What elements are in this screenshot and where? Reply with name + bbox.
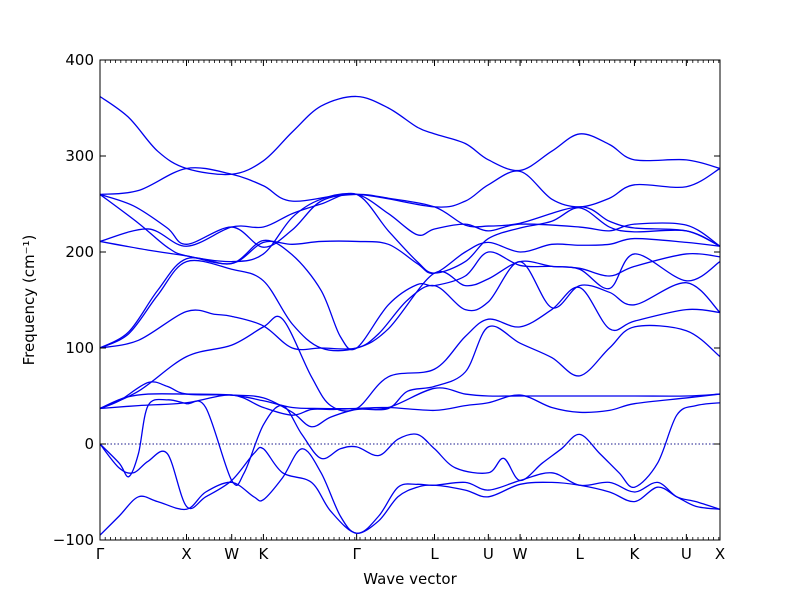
band-line-1	[100, 95, 720, 176]
band-line-16	[100, 448, 720, 536]
kpoint-label: W	[224, 545, 239, 563]
band-line-8	[100, 253, 720, 352]
kpoint-label: W	[513, 545, 528, 563]
y-tick-label: 100	[65, 339, 94, 357]
band-line-3	[100, 193, 720, 248]
kpoint-label: X	[715, 545, 725, 563]
y-tick-label: 300	[65, 147, 94, 165]
y-axis-label: Frequency (cm⁻¹)	[20, 235, 38, 366]
band-line-9	[100, 260, 720, 351]
kpoint-label: U	[681, 545, 692, 563]
plot-frame	[99, 59, 721, 541]
band-line-4	[100, 192, 720, 263]
band-line-13	[100, 393, 720, 416]
band-line-10	[100, 286, 720, 412]
kpoint-label: Γ	[352, 545, 361, 563]
kpoint-label: U	[483, 545, 494, 563]
kpoint-label: Γ	[96, 545, 105, 563]
kpoint-label: K	[258, 545, 269, 563]
y-tick-label: −100	[53, 531, 94, 549]
kpoint-label: X	[181, 545, 191, 563]
band-lines	[100, 95, 720, 536]
band-line-5	[100, 192, 720, 274]
band-line-14	[100, 398, 720, 488]
y-tick-label: 0	[84, 435, 94, 453]
y-tick-label: 400	[65, 51, 94, 69]
x-axis-label: Wave vector	[363, 570, 457, 588]
band-line-15	[100, 443, 720, 534]
kpoint-label: K	[630, 545, 641, 563]
band-line-11	[100, 324, 720, 428]
band-line-7	[100, 239, 720, 351]
band-line-2	[100, 167, 720, 208]
y-tick-labels: −100 0 100 200 300 400	[53, 51, 94, 549]
band-line-12	[100, 387, 720, 410]
y-tick-label: 200	[65, 243, 94, 261]
band-line-6	[100, 237, 720, 275]
kpoint-label: L	[575, 545, 584, 563]
kpoint-label: L	[430, 545, 439, 563]
